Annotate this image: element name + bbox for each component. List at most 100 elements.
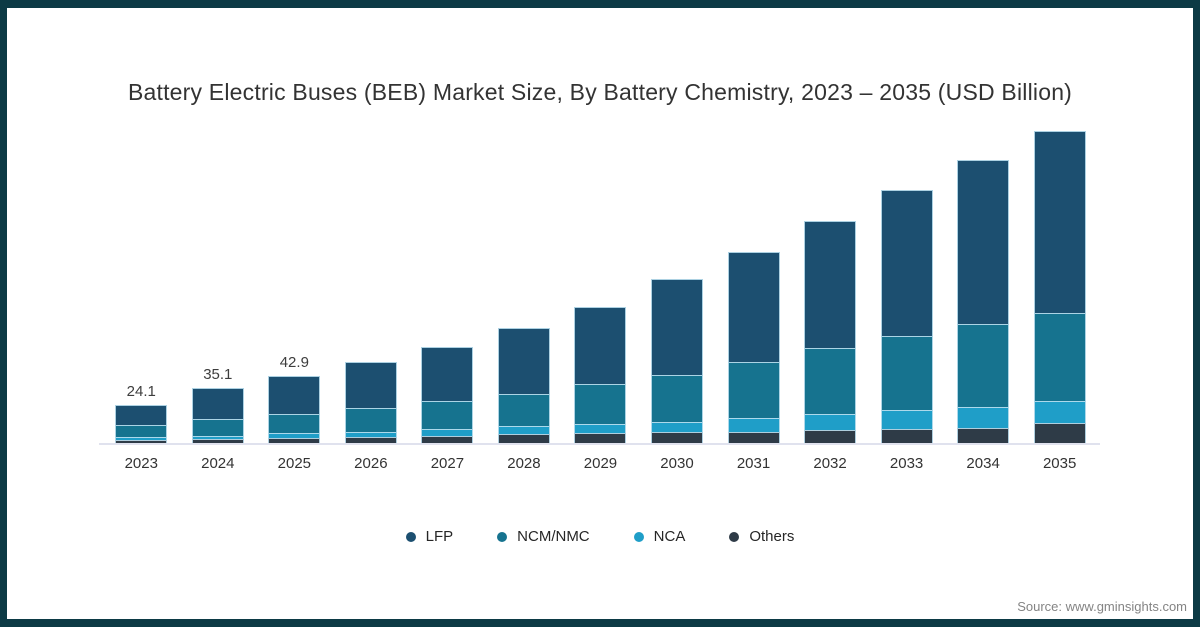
stacked-bar-2023 (115, 405, 168, 443)
bar-segment-lfp-2034 (957, 160, 1010, 324)
stacked-bar-2029 (574, 306, 627, 443)
bar-segment-nca-2027 (421, 429, 474, 437)
legend-item-ncm-nmc: NCM/NMC (497, 528, 590, 545)
bar-segment-ncm-nmc-2023 (115, 425, 168, 437)
bar-total-label-2024: 35.1 (203, 366, 233, 384)
bar-segment-others-2031 (727, 431, 780, 443)
bar-segment-ncm-nmc-2032 (804, 348, 857, 415)
x-axis-line (99, 443, 1100, 445)
bar-segment-lfp-2035 (1033, 131, 1086, 314)
x-tick-label-2029: 2029 (583, 455, 618, 472)
stacked-bar-2028 (497, 328, 550, 443)
bar-group-2032 (792, 131, 869, 443)
bar-group-2035 (1021, 131, 1098, 443)
bar-segment-lfp-2031 (727, 251, 780, 362)
stacked-bar-2034 (957, 160, 1010, 443)
legend: LFP NCM/NMC NCA Others (7, 528, 1193, 545)
legend-dot-lfp (405, 531, 416, 542)
x-tick-label-2024: 2024 (201, 455, 235, 472)
bar-segment-ncm-nmc-2024 (191, 418, 244, 436)
bar-group-2024: 35.1 (180, 131, 257, 443)
bar-total-label-2025: 42.9 (279, 354, 309, 371)
bar-segment-others-2027 (421, 436, 474, 443)
stacked-bar-2027 (421, 347, 474, 443)
bar-segment-nca-2025 (268, 433, 321, 438)
stacked-bar-2030 (650, 279, 703, 443)
bar-segment-nca-2029 (574, 423, 627, 433)
x-tick-label-2030: 2030 (660, 455, 694, 472)
x-tick-label-2027: 2027 (430, 455, 465, 472)
bar-segment-nca-2031 (727, 418, 780, 432)
legend-dot-nca (633, 531, 644, 542)
x-tick-label-2025: 2025 (277, 455, 312, 472)
chart-canvas: Battery Electric Buses (BEB) Market Size… (7, 8, 1193, 619)
bar-segment-others-2034 (957, 427, 1010, 443)
bar-group-2028 (486, 131, 563, 443)
bar-segment-ncm-nmc-2027 (421, 401, 474, 430)
bar-segment-others-2023 (115, 439, 168, 443)
legend-dot-ncm-nmc (497, 531, 508, 542)
bar-segment-lfp-2032 (804, 221, 857, 349)
bar-segment-nca-2035 (1033, 400, 1086, 424)
legend-label-nca: NCA (653, 528, 686, 545)
bar-segment-ncm-nmc-2028 (497, 393, 550, 426)
x-axis-labels: 2023 2024 2025 2026 2027 2028 2029 2030 2031 2032… (103, 455, 1098, 472)
x-tick-label-2031: 2031 (736, 455, 771, 472)
bar-segment-nca-2034 (957, 406, 1010, 428)
bar-segment-nca-2033 (880, 410, 933, 430)
bar-group-2029 (562, 131, 639, 443)
x-tick-label-2032: 2032 (813, 455, 847, 472)
x-tick-label-2023: 2023 (124, 455, 158, 472)
legend-dot-others (729, 531, 740, 542)
bar-segment-nca-2024 (191, 435, 244, 440)
x-tick-label-2028: 2028 (507, 455, 541, 472)
bar-total-label-2023: 24.1 (126, 383, 156, 401)
legend-label-ncm-nmc: NCM/NMC (517, 528, 590, 545)
plot-area: 24.1 35.1 42.9 (99, 131, 1100, 445)
bar-segment-others-2033 (880, 429, 933, 443)
legend-item-lfp: LFP (405, 528, 454, 545)
bar-segment-nca-2032 (804, 414, 857, 431)
source-credit: Source: www.gminsights.com (1017, 599, 1187, 614)
stacked-bar-2035 (1033, 131, 1086, 443)
legend-label-lfp: LFP (425, 528, 454, 545)
x-tick-label-2035: 2035 (1042, 455, 1077, 472)
stacked-bar-2032 (804, 221, 857, 443)
bar-segment-others-2024 (191, 439, 244, 443)
bar-segment-ncm-nmc-2026 (344, 408, 397, 432)
bar-group-2026 (333, 131, 410, 443)
bar-group-2027 (409, 131, 486, 443)
bar-segment-lfp-2027 (421, 347, 474, 402)
bar-segment-ncm-nmc-2029 (574, 384, 627, 424)
bar-segment-others-2025 (268, 438, 321, 443)
bar-segment-nca-2028 (497, 425, 550, 435)
x-tick-label-2033: 2033 (889, 455, 924, 472)
bar-segment-others-2026 (344, 437, 397, 443)
x-tick-label-2034: 2034 (966, 455, 1000, 472)
bar-segment-ncm-nmc-2034 (957, 323, 1010, 407)
bar-group-2034 (945, 131, 1022, 443)
bar-group-2023: 24.1 (103, 131, 180, 443)
bar-segment-lfp-2028 (497, 328, 550, 394)
bar-segment-ncm-nmc-2033 (880, 336, 933, 411)
legend-item-others: Others (729, 528, 794, 545)
bar-segment-nca-2023 (115, 436, 168, 440)
bar-group-2025: 42.9 (256, 131, 333, 443)
stacked-bar-2024 (191, 388, 244, 443)
bar-segment-others-2032 (804, 430, 857, 443)
stacked-bar-2033 (880, 190, 933, 443)
x-tick-label-2026: 2026 (354, 455, 388, 472)
bar-group-2033 (868, 131, 945, 443)
bar-segment-lfp-2030 (650, 279, 703, 375)
bar-group-2030 (639, 131, 716, 443)
chart-title: Battery Electric Buses (BEB) Market Size… (127, 79, 1073, 105)
bar-segment-lfp-2023 (115, 405, 168, 426)
stacked-bar-2031 (727, 251, 780, 443)
bar-segment-nca-2026 (344, 431, 397, 438)
bar-segment-lfp-2033 (880, 190, 933, 337)
bar-segment-ncm-nmc-2030 (650, 374, 703, 422)
bar-segment-others-2030 (650, 432, 703, 443)
bar-segment-others-2028 (497, 434, 550, 443)
bar-segment-lfp-2024 (191, 388, 244, 419)
